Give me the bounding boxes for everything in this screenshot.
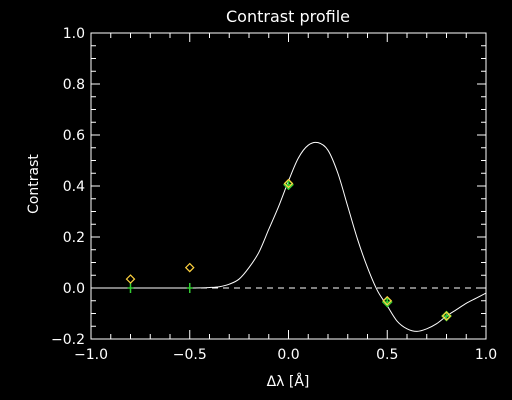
y-tick-label: 0.2 xyxy=(63,230,85,246)
x-axis-label: Δλ [Å] xyxy=(267,373,310,390)
observed-data-point xyxy=(283,178,294,189)
chart-title: Contrast profile xyxy=(226,7,350,26)
y-tick-label: 0.4 xyxy=(63,179,85,195)
plot-area: −1.0 −0.5 0.0 0.5 1.0 −0.2 0.0 0.2 0.4 0.6 0.8 1.0 xyxy=(51,26,497,363)
x-tick-label: −0.5 xyxy=(173,347,207,363)
y-tick-label: 0.6 xyxy=(63,128,85,144)
observed-data-point xyxy=(125,274,136,284)
x-tick-label: 0.0 xyxy=(277,347,299,363)
y-tick-label: 1.0 xyxy=(63,26,85,42)
y-tick-label: −0.2 xyxy=(51,332,85,348)
x-tick-label: 1.0 xyxy=(475,347,497,363)
observed-data-point xyxy=(441,311,452,321)
observed-data-point xyxy=(382,295,393,306)
x-tick-label: −1.0 xyxy=(74,347,108,363)
x-tick-label: 0.5 xyxy=(376,347,398,363)
y-axis-label: Contrast xyxy=(26,154,42,214)
y-tick-label: 0.8 xyxy=(63,77,85,93)
observed-data-point xyxy=(184,262,195,273)
y-tick-label: 0.0 xyxy=(63,281,85,297)
fitted-contrast-curve xyxy=(90,141,487,332)
